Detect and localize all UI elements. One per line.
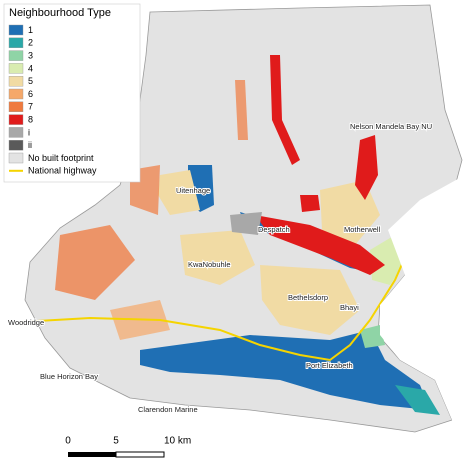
area-type-5 bbox=[260, 265, 360, 335]
legend-label: 8 bbox=[28, 114, 33, 124]
scale-label: 0 bbox=[65, 436, 71, 447]
place-label: Port Elizabeth bbox=[306, 361, 353, 370]
scale-segment bbox=[68, 452, 116, 457]
legend-label: 4 bbox=[28, 63, 33, 73]
place-label: Woodridge bbox=[8, 318, 44, 327]
legend-swatch bbox=[8, 75, 24, 87]
legend-label: 7 bbox=[28, 102, 33, 112]
legend-label: 6 bbox=[28, 89, 33, 99]
area-type-7 bbox=[235, 80, 248, 140]
area-type-7 bbox=[55, 225, 135, 300]
place-label: KwaNobuhle bbox=[188, 260, 231, 269]
legend-label: National highway bbox=[28, 166, 97, 176]
legend-swatch bbox=[8, 37, 24, 48]
place-label: Motherwell bbox=[344, 225, 381, 234]
legend-label: 3 bbox=[28, 50, 33, 60]
place-label: Nelson Mandela Bay NU bbox=[350, 122, 432, 131]
place-label: Despatch bbox=[258, 225, 290, 234]
place-label: Bethelsdorp bbox=[288, 293, 328, 302]
legend-box bbox=[3, 3, 141, 183]
area-type-8 bbox=[255, 215, 385, 275]
scale-bar: 0 5 10 km bbox=[65, 436, 191, 458]
area-type-8 bbox=[300, 195, 320, 212]
legend-swatch bbox=[8, 50, 24, 61]
legend-swatch bbox=[8, 152, 24, 164]
legend-label: 1 bbox=[28, 25, 33, 35]
area-type-2 bbox=[395, 385, 440, 415]
scale-segment bbox=[115, 451, 165, 458]
legend-swatch bbox=[8, 24, 24, 36]
area-type-5 bbox=[158, 170, 200, 215]
legend-label: 2 bbox=[28, 38, 33, 48]
legend-label: ii bbox=[28, 140, 32, 150]
legend-title: Neighbourhood Type bbox=[9, 7, 111, 19]
scale-label: 10 km bbox=[164, 436, 191, 447]
built-areas bbox=[55, 55, 440, 415]
place-label: Clarendon Marine bbox=[138, 405, 198, 414]
legend-swatch bbox=[8, 88, 24, 100]
scale-label: 5 bbox=[113, 436, 119, 447]
legend-swatch bbox=[8, 114, 24, 125]
area-type-1 bbox=[140, 330, 430, 410]
legend-swatch bbox=[8, 101, 24, 113]
place-labels: Nelson Mandela Bay NU Uitenhage Despatch Mo… bbox=[7, 121, 433, 415]
area-type-i bbox=[230, 212, 262, 235]
legend-swatch bbox=[8, 139, 24, 151]
legend-swatch bbox=[8, 127, 24, 138]
place-label: Uitenhage bbox=[176, 186, 210, 195]
area-type-5 bbox=[180, 230, 255, 285]
sea bbox=[380, 170, 474, 462]
place-label: Blue Horizon Bay bbox=[40, 372, 98, 381]
area-type-3 bbox=[360, 325, 385, 348]
legend-label: No built footprint bbox=[28, 153, 94, 163]
area-type-8 bbox=[355, 135, 378, 200]
legend-label: i bbox=[28, 127, 30, 137]
area-type-8 bbox=[270, 55, 300, 165]
legend-swatch bbox=[8, 63, 24, 74]
place-label: Bhayi bbox=[340, 303, 359, 312]
legend-label: 5 bbox=[28, 76, 33, 86]
